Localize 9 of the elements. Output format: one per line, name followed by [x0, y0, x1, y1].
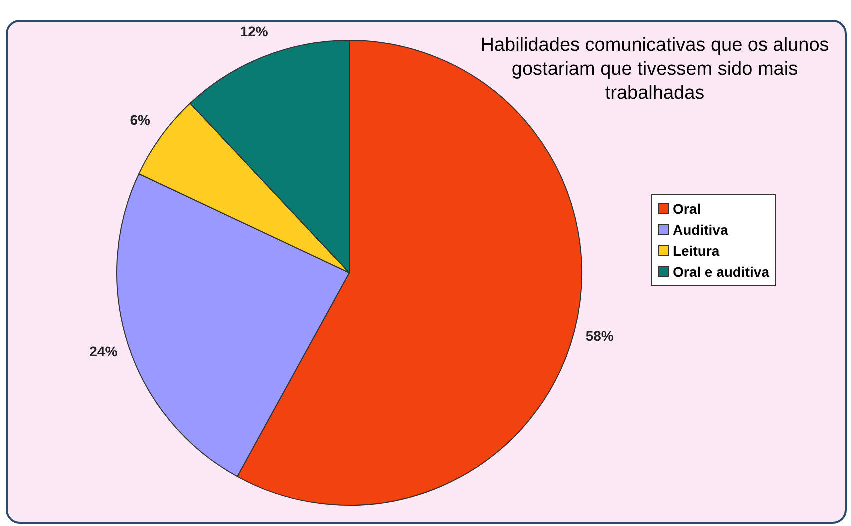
legend-label: Oral e auditiva: [673, 264, 770, 280]
legend-label: Auditiva: [673, 222, 728, 238]
text: Habilidades comunicativas que os alunos gostariam que tivessem sido mais trabalhadas: [480, 34, 830, 106]
data-label: 58%: [586, 328, 614, 344]
data-label: 12%: [240, 24, 269, 40]
data-label: 24%: [90, 344, 118, 360]
legend-label: Leitura: [673, 242, 720, 258]
legend-label: Oral: [673, 200, 702, 216]
data-label: 6%: [130, 112, 152, 128]
